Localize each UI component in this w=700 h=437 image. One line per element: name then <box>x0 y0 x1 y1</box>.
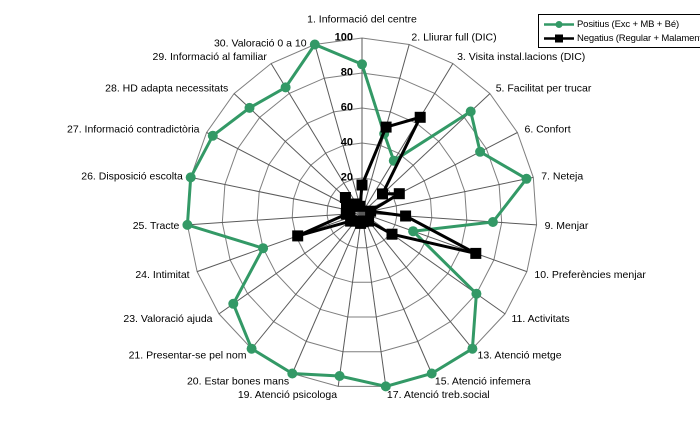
negatius-point-marker <box>386 228 398 240</box>
legend-item-negatius: Negatius (Regular + Malament) <box>543 31 700 45</box>
negatius-point-marker <box>393 188 405 200</box>
negatius-point-marker <box>345 215 357 227</box>
negatius-point-marker <box>470 247 482 259</box>
grid-ring <box>256 107 468 318</box>
positius-point-marker <box>334 371 345 381</box>
axis-spoke <box>291 212 363 374</box>
axis-label: 10. Preferències menjar <box>534 269 646 281</box>
legend-marker-shape <box>555 20 563 28</box>
radial-tick-label: 100 <box>335 32 353 44</box>
radial-tick-label: 80 <box>341 67 353 79</box>
axis-spoke <box>337 212 363 387</box>
positius-point-marker <box>408 226 419 237</box>
positius-point-marker <box>185 172 196 183</box>
negatius-point-marker <box>354 200 366 212</box>
negatius-point-marker <box>377 188 388 200</box>
axis-label: 11. Activitats <box>512 313 570 325</box>
positius-point-marker <box>467 343 478 354</box>
legend-box: Positius (Exc + MB + Bé) Negatius (Regul… <box>538 14 700 48</box>
grid-ring <box>291 142 433 283</box>
axis-spoke <box>314 44 363 214</box>
grid-ring <box>186 37 538 387</box>
axis-spoke <box>361 212 387 387</box>
positius-point-marker <box>258 243 269 254</box>
positius-point-marker <box>280 82 291 93</box>
positius-point-marker <box>228 298 239 309</box>
positius-point-marker <box>465 106 476 117</box>
axis-label: 29. Informació al familiar <box>153 51 268 63</box>
axis-spoke <box>206 132 363 214</box>
axis-label: 19. Atenció psicologa <box>238 389 337 401</box>
legend-marker-shape <box>555 34 563 42</box>
axis-label: 13. Atenció metge <box>478 350 562 362</box>
negatius-legend-label: Negatius (Regular + Malament) <box>577 32 700 44</box>
axis-spoke <box>361 212 433 374</box>
negatius-point-marker <box>400 210 412 222</box>
axis-label: 6. Confort <box>525 123 571 135</box>
axis-label: 30. Valoració 0 a 10 <box>214 37 307 49</box>
axis-label: 21. Presentar-se pel nom <box>129 350 247 362</box>
axis-label: 9. Menjar <box>545 220 589 232</box>
positius-point-marker <box>475 146 486 157</box>
positius-point-marker <box>244 102 255 113</box>
axis-label: 26. Disposició escolta <box>81 170 183 182</box>
axis-label: 17. Atenció treb.social <box>387 389 490 401</box>
grid-ring <box>326 177 398 249</box>
radial-tick-label: 40 <box>341 137 353 149</box>
positius-point-marker <box>207 130 218 141</box>
axis-label: 24. Intimitat <box>135 269 189 281</box>
axis-spoke <box>361 176 534 214</box>
axis-label: 28. HD adapta necessitats <box>105 83 228 95</box>
axis-spoke <box>361 63 454 214</box>
axis-spoke <box>187 212 363 226</box>
axis-label: 1. Informació del centre <box>307 14 417 26</box>
axis-label: 23. Valoració ajuda <box>123 313 212 325</box>
axis-label: 27. Informació contradictòria <box>67 123 200 135</box>
axis-spoke <box>196 212 363 273</box>
axis-spoke <box>361 212 528 273</box>
legend-item-positius: Positius (Exc + MB + Bé) <box>543 17 700 31</box>
negatius-point-marker <box>339 192 351 203</box>
axis-label: 25. Tracte <box>133 220 180 232</box>
positius-point-marker <box>182 219 193 230</box>
axis-spoke <box>190 176 363 214</box>
positius-legend-marker-icon <box>544 20 574 28</box>
radial-tick-label: 20 <box>341 172 353 184</box>
positius-point-marker <box>471 288 482 299</box>
positius-point-marker <box>287 368 298 379</box>
negatius-point-marker <box>356 179 368 191</box>
axis-label: 3. Visita instal.lacions (DIC) <box>457 51 585 63</box>
positius-point-marker <box>246 343 257 354</box>
radial-tick-label: 60 <box>341 102 353 114</box>
negatius-point-marker <box>341 199 352 211</box>
negatius-point-marker <box>292 230 304 242</box>
axis-label: 15. Atenció infemera <box>435 375 531 387</box>
positius-point-marker <box>487 217 498 227</box>
positius-series-line <box>185 42 529 388</box>
positius-point-marker <box>309 39 320 50</box>
axis-label: 20. Estar bones mans <box>187 375 289 387</box>
negatius-point-marker <box>365 205 377 217</box>
negatius-point-marker <box>344 205 356 216</box>
axis-label: 2. Lliurar full (DIC) <box>411 31 496 43</box>
axis-spoke <box>251 212 363 350</box>
negatius-point-marker <box>414 111 426 123</box>
positius-point-marker <box>426 368 437 379</box>
axis-spoke <box>218 212 363 315</box>
grid-ring <box>221 72 503 353</box>
axis-label: 7. Neteja <box>541 170 583 182</box>
axis-label: 5. Facilitat per trucar <box>496 83 592 95</box>
negatius-legend-marker-icon <box>544 34 574 42</box>
positius-point-marker <box>357 59 367 70</box>
axis-spoke <box>361 212 473 350</box>
negatius-point-marker <box>380 121 392 133</box>
positius-legend-label: Positius (Exc + MB + Bé) <box>577 18 679 30</box>
positius-point-marker <box>521 173 532 184</box>
positius-point-marker <box>380 381 391 392</box>
